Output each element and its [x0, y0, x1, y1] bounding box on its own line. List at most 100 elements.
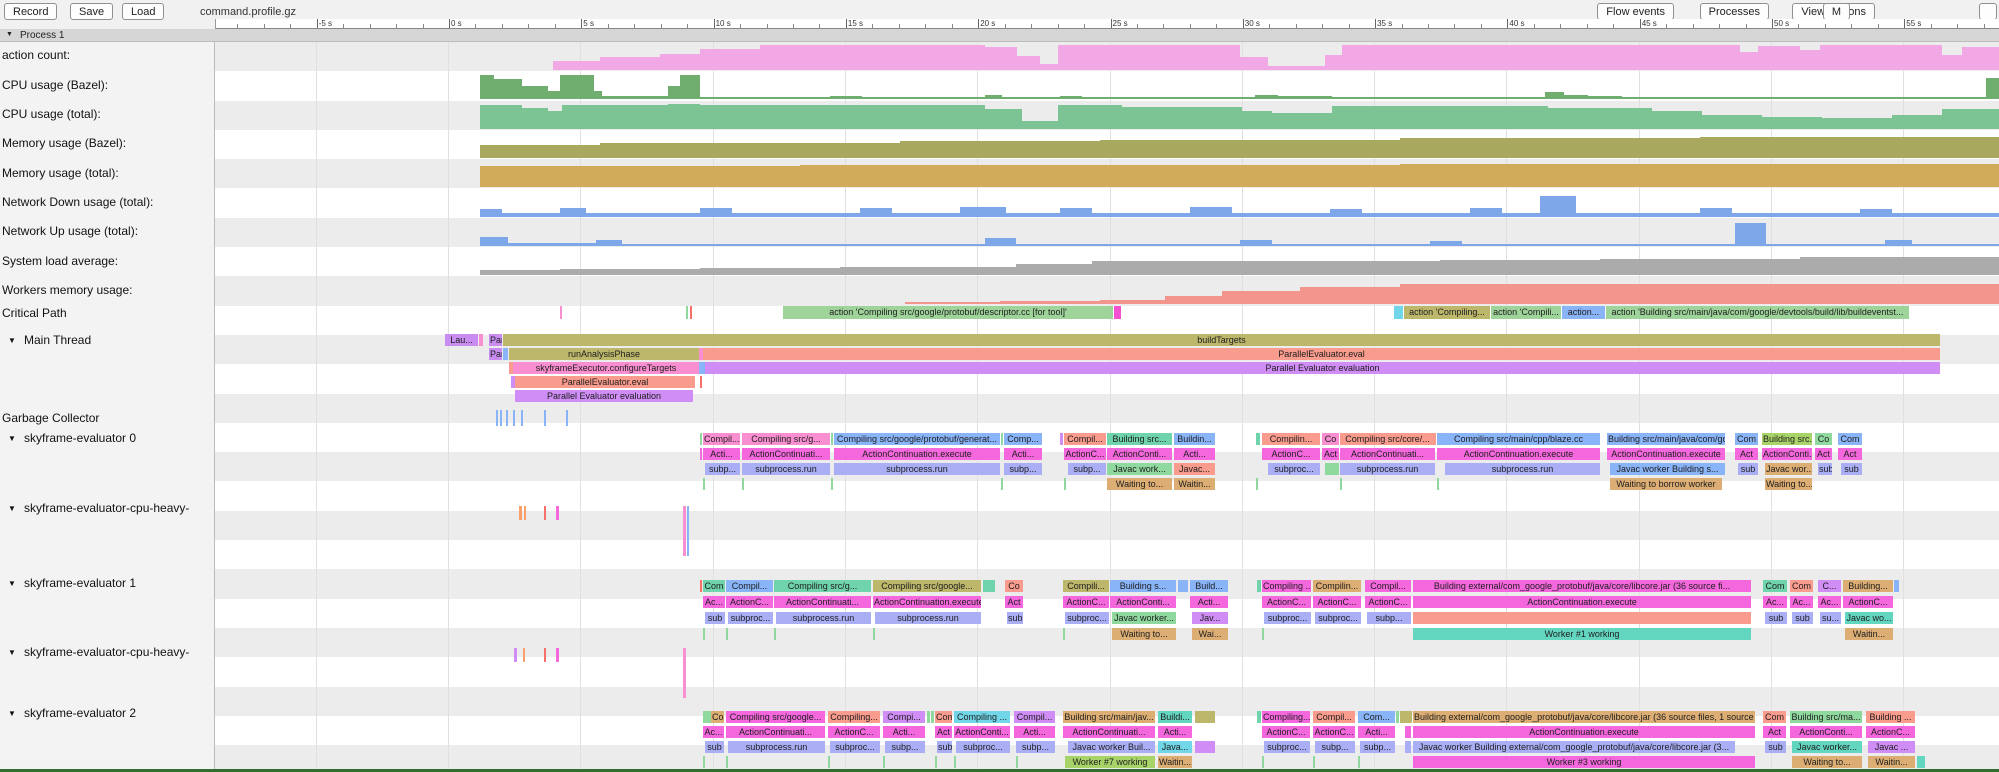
skyframe-evaluator-0-slice[interactable]: Building src...: [1107, 433, 1172, 445]
skyframe-evaluator-1-slice[interactable]: Act: [1005, 596, 1023, 608]
skyframe-evaluator-0-slice[interactable]: [1432, 433, 1436, 445]
skyframe-evaluator-0-slice[interactable]: ActionContinuati...: [742, 448, 830, 460]
skyframe-evaluator-cpu-heavy-1-slice[interactable]: [524, 506, 526, 520]
skyframe-evaluator-2-slice[interactable]: Com: [1763, 711, 1786, 723]
skyframe-evaluator-cpu-heavy-1-slice[interactable]: [519, 506, 522, 520]
skyframe-evaluator-1-slice[interactable]: [700, 580, 702, 592]
skyframe-evaluator-0-slice[interactable]: subp...: [1068, 463, 1106, 475]
skyframe-evaluator-1-slice[interactable]: sub: [1765, 612, 1787, 624]
skyframe-evaluator-cpu-heavy-2-slice[interactable]: [544, 648, 546, 662]
critical-path-slice[interactable]: action...: [1562, 306, 1605, 319]
skyframe-evaluator-1-slice[interactable]: Compiling src/google...: [873, 580, 981, 592]
skyframe-evaluator-1-slice[interactable]: Ac...: [1790, 596, 1813, 608]
main-thread-slice[interactable]: [479, 334, 483, 346]
skyframe-evaluator-1-slice[interactable]: Compiling src/g...: [774, 580, 871, 592]
skyframe-evaluator-1-slice[interactable]: Co: [1005, 580, 1023, 592]
skyframe-evaluator-0-slice[interactable]: Compilin...: [1262, 433, 1320, 445]
skyframe-evaluator-2-slice[interactable]: Building ...: [1866, 711, 1915, 723]
skyframe-evaluator-0-slice[interactable]: Buildin...: [1174, 433, 1215, 445]
skyframe-evaluator-2-slice[interactable]: Compiling...: [828, 711, 880, 723]
skyframe-evaluator-1-slice[interactable]: Javac worker...: [1112, 612, 1176, 624]
skyframe-evaluator-2-slice[interactable]: Building src/ma...: [1790, 711, 1862, 723]
skyframe-evaluator-2-slice[interactable]: ActionContinuati...: [1063, 726, 1155, 738]
skyframe-evaluator-2-slice[interactable]: ActionConti...: [1790, 726, 1862, 738]
skyframe-evaluator-2-slice[interactable]: [1917, 756, 1925, 768]
skyframe-evaluator-2-slice[interactable]: [931, 711, 934, 723]
critical-path-slice[interactable]: [560, 306, 562, 319]
skyframe-evaluator-0-slice[interactable]: [1325, 463, 1339, 475]
skyframe-evaluator-0-slice[interactable]: [1060, 433, 1063, 445]
processes-button[interactable]: Processes: [1699, 3, 1769, 20]
skyframe-evaluator-cpu-heavy-2-slice[interactable]: [514, 648, 517, 662]
sidebar-item-skyframe-evaluator-cpu-heavy-[interactable]: ▼ skyframe-evaluator-cpu-heavy-: [0, 645, 214, 659]
skyframe-evaluator-1-slice[interactable]: Com: [1790, 580, 1813, 592]
process-header[interactable]: ▼ Process 1: [0, 29, 1999, 42]
skyframe-evaluator-1-slice[interactable]: [873, 628, 875, 640]
main-thread-slice[interactable]: runAnalysisPhase: [509, 348, 699, 360]
skyframe-evaluator-cpu-heavy-1-slice[interactable]: [556, 506, 559, 520]
skyframe-evaluator-2-slice[interactable]: ActionConti...: [954, 726, 1010, 738]
skyframe-evaluator-0-slice[interactable]: [831, 433, 833, 445]
skyframe-evaluator-1-slice[interactable]: ActionContinuation.execute: [1413, 596, 1751, 608]
skyframe-evaluator-2-slice[interactable]: Worker #3 working: [1413, 756, 1755, 768]
skyframe-evaluator-1-slice[interactable]: subproc...: [1315, 612, 1361, 624]
skyframe-evaluator-1-slice[interactable]: Building external/com_google_protobuf/ja…: [1413, 580, 1751, 592]
skyframe-evaluator-2-slice[interactable]: [1195, 741, 1215, 753]
critical-path-slice[interactable]: [1114, 306, 1121, 319]
skyframe-evaluator-2-slice[interactable]: Compiling...: [1262, 711, 1310, 723]
sidebar-item-skyframe-evaluator-0[interactable]: ▼ skyframe-evaluator 0: [0, 431, 214, 445]
garbage-collector-slice[interactable]: [521, 410, 523, 426]
skyframe-evaluator-2-slice[interactable]: [726, 756, 728, 768]
skyframe-evaluator-2-slice[interactable]: [883, 756, 885, 768]
skyframe-evaluator-2-slice[interactable]: Building src/main/jav...: [1063, 711, 1155, 723]
skyframe-evaluator-0-slice[interactable]: ActionConti...: [1107, 448, 1172, 460]
skyframe-evaluator-0-slice[interactable]: Act: [1815, 448, 1832, 460]
main-thread-slice[interactable]: buildTargets: [503, 334, 1940, 346]
critical-path-slice[interactable]: [690, 306, 692, 319]
record-button[interactable]: Record: [4, 3, 58, 20]
skyframe-evaluator-2-slice[interactable]: subproc...: [956, 741, 1010, 753]
skyframe-evaluator-2-slice[interactable]: Java...: [1158, 741, 1192, 753]
garbage-collector-slice[interactable]: [500, 410, 502, 426]
skyframe-evaluator-0-slice[interactable]: ActionContinuation.execute: [834, 448, 1000, 460]
skyframe-evaluator-0-slice[interactable]: Waiting to borrow worker: [1610, 478, 1722, 490]
skyframe-evaluator-0-slice[interactable]: Waiting to...: [1107, 478, 1172, 490]
skyframe-evaluator-2-slice[interactable]: Acti...: [1014, 726, 1055, 738]
skyframe-evaluator-cpu-heavy-2-slice[interactable]: [683, 648, 686, 698]
skyframe-evaluator-0-slice[interactable]: Javac...: [1174, 463, 1215, 475]
skyframe-evaluator-2-slice[interactable]: Javac worker...: [1792, 741, 1862, 753]
skyframe-evaluator-1-slice[interactable]: Waiting to...: [1112, 628, 1176, 640]
skyframe-evaluator-0-slice[interactable]: subprocess.run: [1445, 463, 1600, 475]
skyframe-evaluator-1-slice[interactable]: Waitin...: [1845, 628, 1893, 640]
skyframe-evaluator-2-slice[interactable]: subp...: [1016, 741, 1055, 753]
skyframe-evaluator-2-slice[interactable]: subproc...: [1264, 741, 1310, 753]
skyframe-evaluator-1-slice[interactable]: [1257, 580, 1261, 592]
sidebar-item-skyframe-evaluator-cpu-heavy-[interactable]: ▼ skyframe-evaluator-cpu-heavy-: [0, 501, 214, 515]
collapse-arrow-icon[interactable]: ▼: [8, 648, 16, 657]
skyframe-evaluator-0-slice[interactable]: [1437, 478, 1439, 490]
main-thread-slice[interactable]: [511, 376, 515, 388]
skyframe-evaluator-0-slice[interactable]: sub: [1841, 463, 1862, 475]
main-thread-slice[interactable]: [503, 348, 508, 360]
garbage-collector-slice[interactable]: [566, 410, 568, 426]
skyframe-evaluator-2-slice[interactable]: [1396, 711, 1399, 723]
skyframe-evaluator-0-slice[interactable]: Javac wor...: [1765, 463, 1812, 475]
critical-path-slice[interactable]: action 'Compiling src/google/protobuf/de…: [783, 306, 1113, 319]
skyframe-evaluator-1-slice[interactable]: Compilin...: [1313, 580, 1361, 592]
sidebar-item-skyframe-evaluator-1[interactable]: ▼ skyframe-evaluator 1: [0, 576, 214, 590]
skyframe-evaluator-2-slice[interactable]: subp...: [1315, 741, 1355, 753]
skyframe-evaluator-2-slice[interactable]: [935, 756, 937, 768]
collapse-arrow-icon[interactable]: ▼: [8, 434, 16, 443]
skyframe-evaluator-0-slice[interactable]: Compiling src/google/protobuf/generat...: [834, 433, 1000, 445]
skyframe-evaluator-2-slice[interactable]: Acti...: [1358, 726, 1395, 738]
skyframe-evaluator-2-slice[interactable]: Compiling ...: [954, 711, 1010, 723]
garbage-collector-slice[interactable]: [544, 410, 546, 426]
skyframe-evaluator-2-slice[interactable]: Acti...: [1158, 726, 1192, 738]
skyframe-evaluator-0-slice[interactable]: Compiling src/core/...: [1340, 433, 1435, 445]
skyframe-evaluator-1-slice[interactable]: [1413, 612, 1751, 624]
skyframe-evaluator-2-slice[interactable]: Building external/com_google_protobuf/ja…: [1413, 711, 1755, 723]
critical-path-slice[interactable]: [1394, 306, 1403, 319]
main-thread-slice[interactable]: ParallelEvaluator.eval: [515, 376, 695, 388]
garbage-collector-slice[interactable]: [513, 410, 515, 426]
skyframe-evaluator-0-slice[interactable]: [700, 448, 702, 460]
